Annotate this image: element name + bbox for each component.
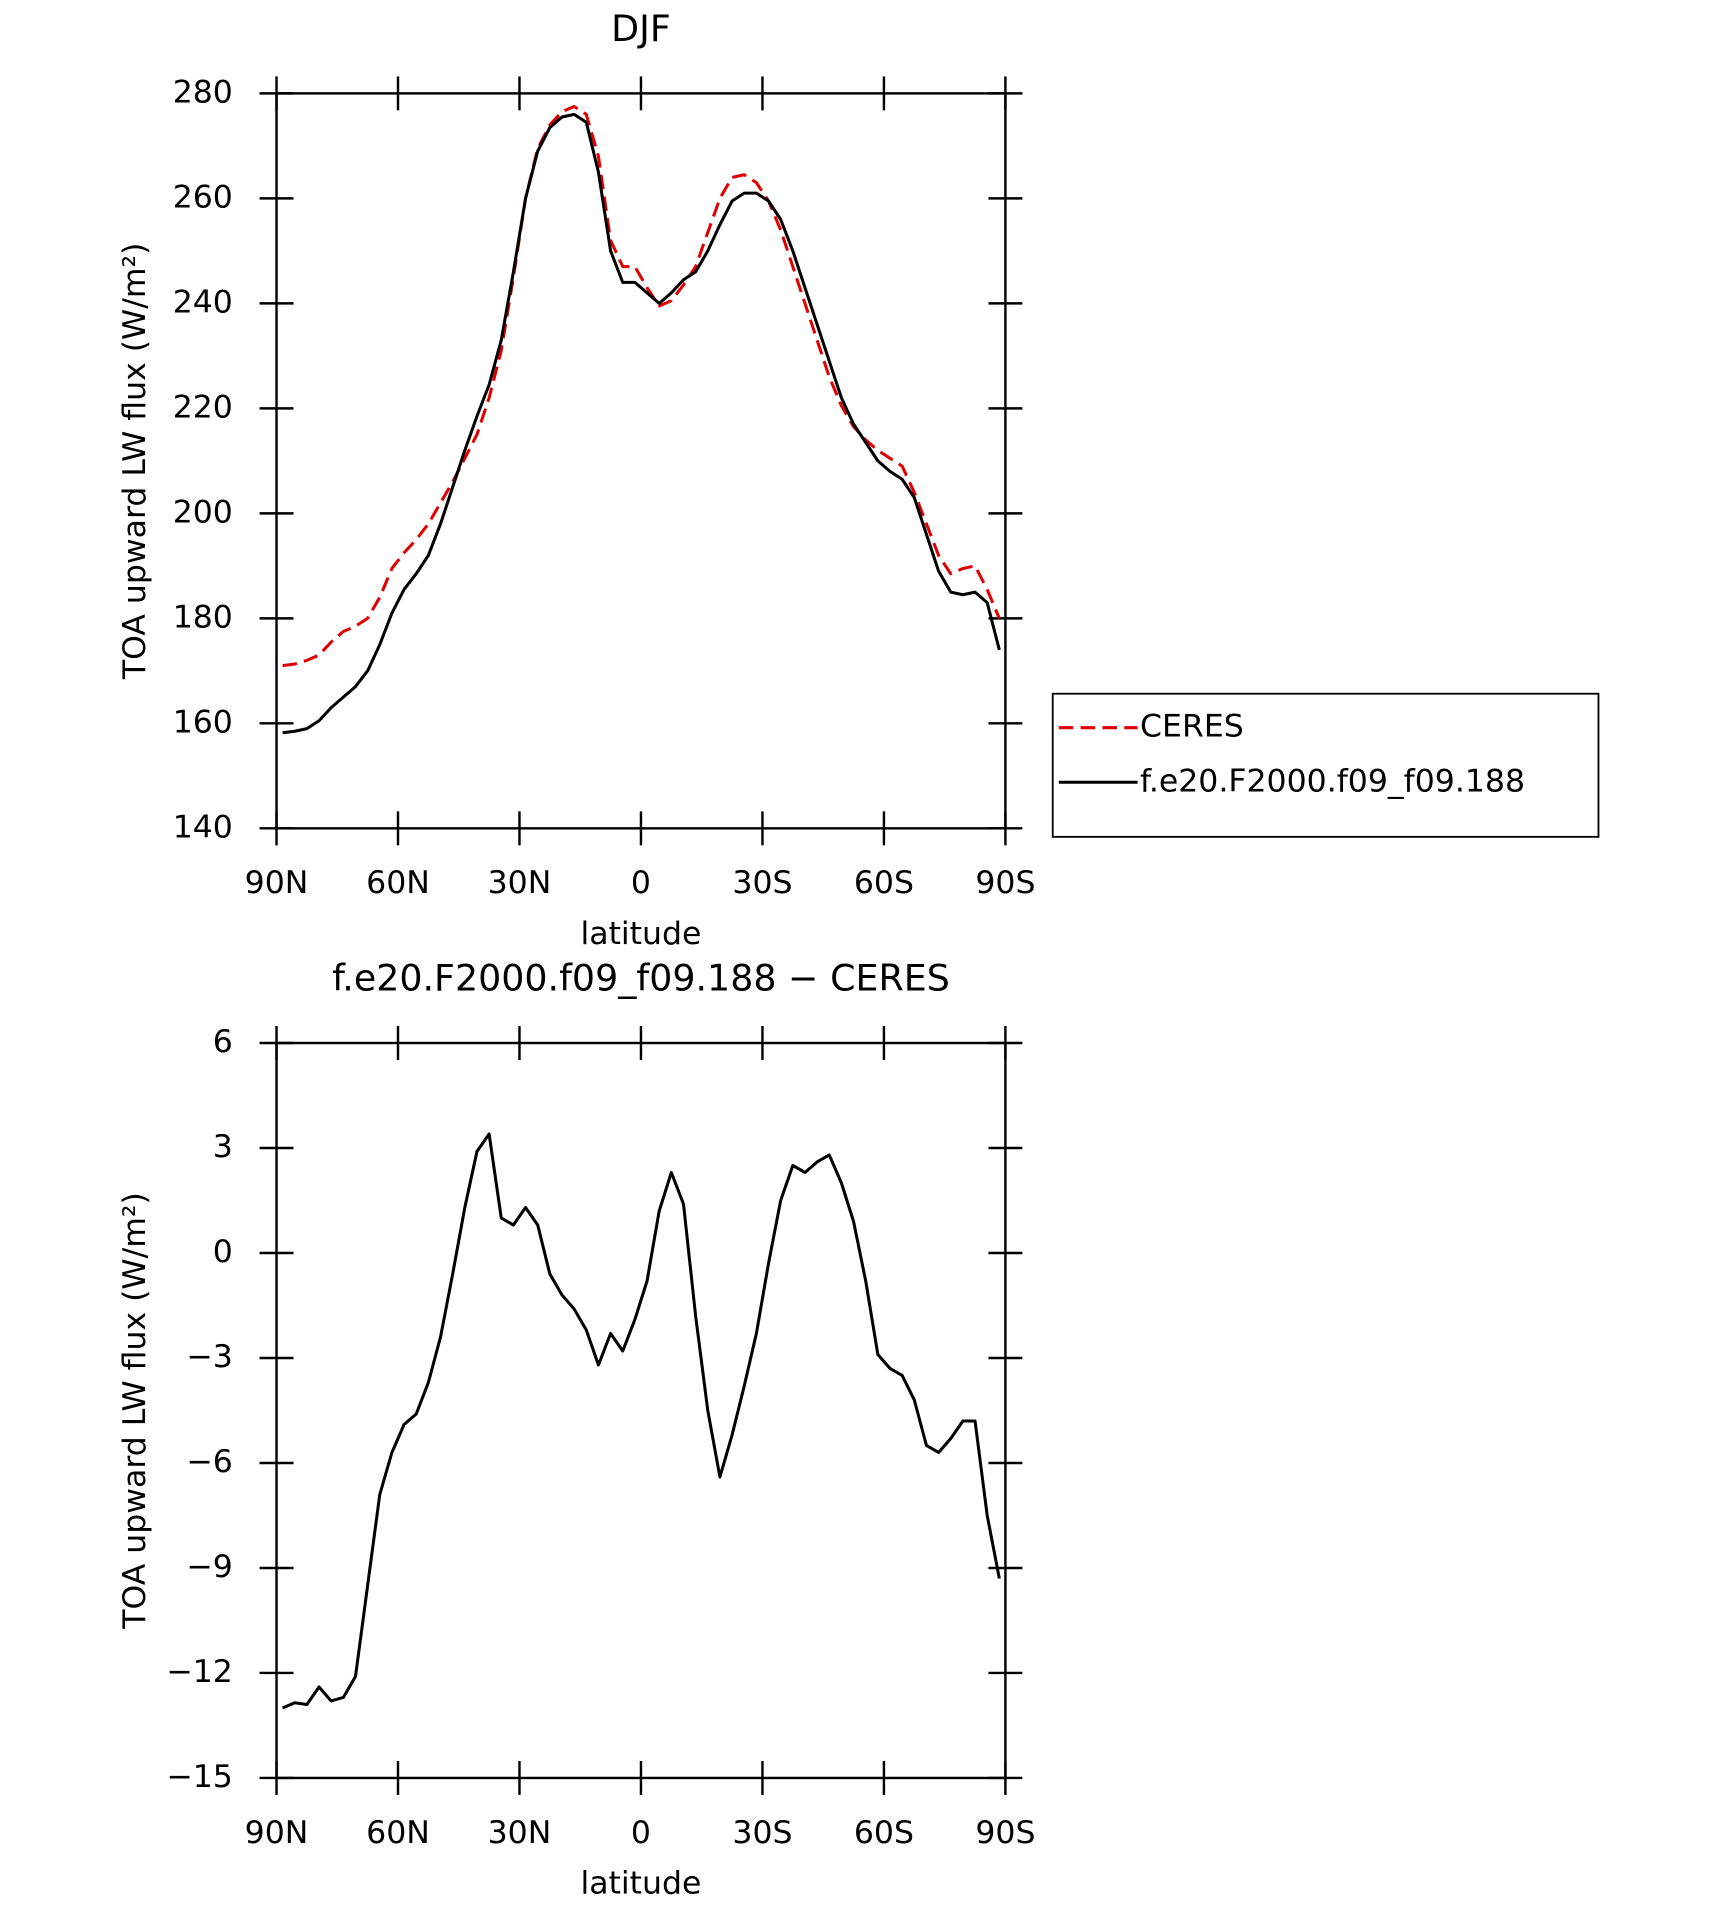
x-tick-label: 0 [631,865,651,901]
y-tick-label: 140 [173,809,233,845]
y-axis-label: TOA upward LW flux (W/m²) [117,243,153,681]
figure-content: DJF latitude TOA upward LW flux (W/m²) 140 1… [117,7,1600,1902]
chart-title: f.e20.F2000.f09_f09.188 − CERES [332,956,950,999]
data-line [281,1132,1001,1710]
x-axis-label: latitude [581,1866,702,1902]
data-line [282,112,1001,735]
x-tick-label: 90S [975,865,1035,901]
x-axis-label: latitude [581,916,702,952]
y-tick-label: 180 [173,599,233,635]
y-tick-label: 260 [173,179,233,215]
x-tick-label: 30S [732,1815,792,1851]
x-tick-label: 90N [245,1815,309,1851]
y-axis-label: TOA upward LW flux (W/m²) [117,1192,153,1630]
y-tick-label: 6 [213,1024,233,1060]
y-tick-label: 280 [173,74,233,110]
x-tick-label: 60N [366,1815,430,1851]
legend-label: f.e20.F2000.f09_f09.188 [1140,763,1525,799]
chart-title: DJF [611,7,671,50]
y-tick-label: 160 [173,704,233,740]
x-tick-label: 90N [245,865,309,901]
y-tick-label: 240 [173,284,233,320]
legend-label: CERES [1140,709,1244,745]
data-line [282,104,1001,668]
y-tick-label: 3 [213,1129,233,1165]
y-tick-label: −6 [186,1444,232,1480]
x-tick-label: 30N [488,865,552,901]
y-tick-label: 200 [173,494,233,530]
y-tick-label: −15 [166,1759,233,1795]
legend-box [1051,692,1600,838]
y-tick-label: −3 [186,1339,232,1375]
x-tick-label: 30N [488,1815,552,1851]
y-tick-label: 220 [173,389,233,425]
x-tick-label: 0 [631,1815,651,1851]
x-tick-label: 60S [854,1815,914,1851]
y-tick-label: −12 [166,1654,233,1690]
x-tick-label: 30S [732,865,792,901]
y-tick-label: −9 [186,1549,232,1585]
plot-frame [275,92,1007,830]
y-tick-label: 0 [213,1234,233,1270]
x-tick-label: 60S [854,865,914,901]
x-tick-label: 90S [975,1815,1035,1851]
x-tick-label: 60N [366,865,430,901]
plot-frame [275,1041,1007,1780]
